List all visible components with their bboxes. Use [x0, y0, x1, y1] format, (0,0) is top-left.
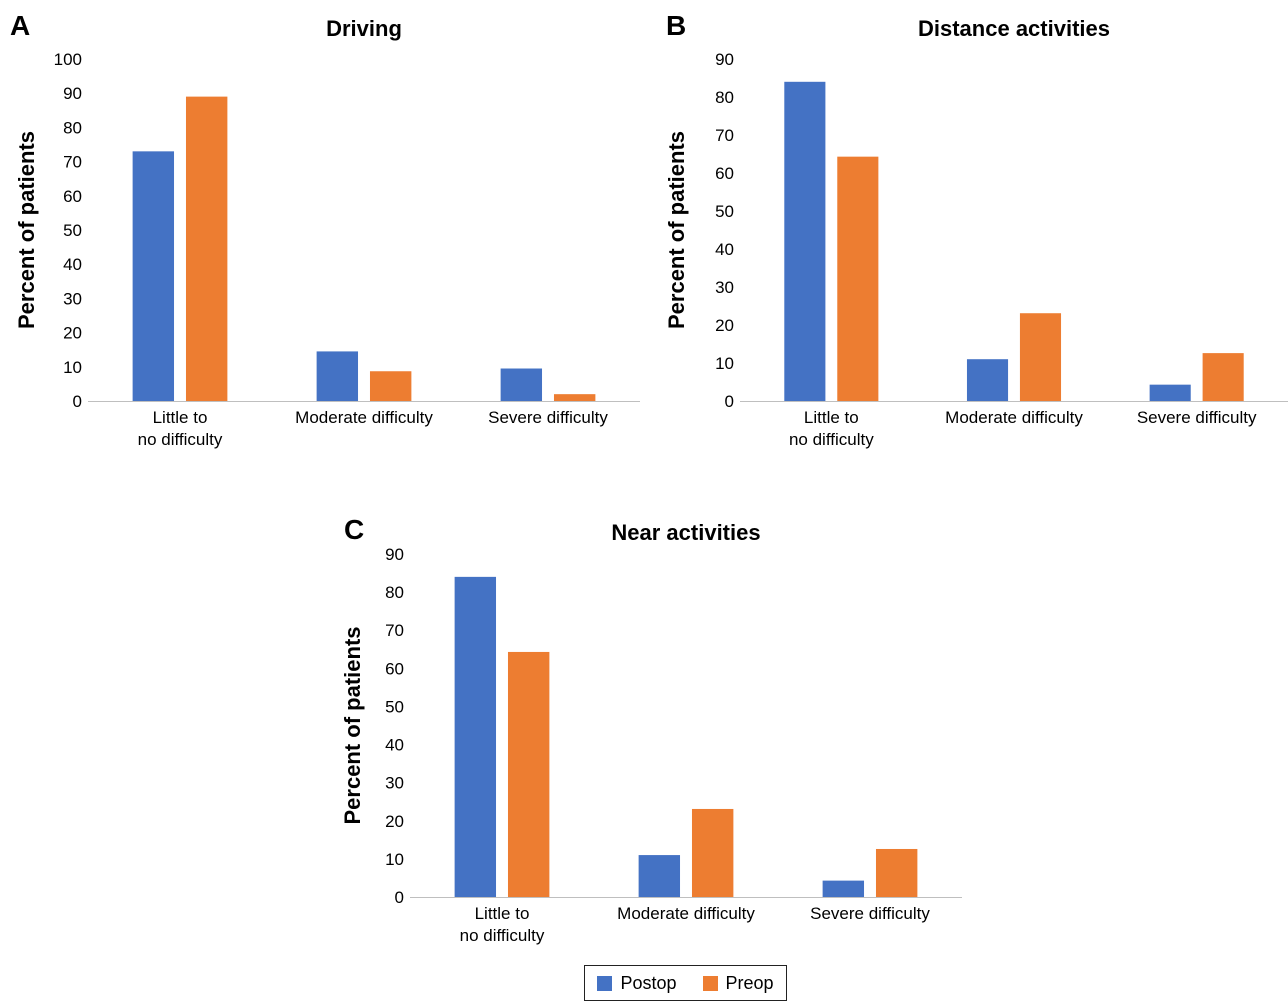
panel-letter: A	[10, 10, 31, 41]
bar-preop	[875, 848, 918, 897]
y-tick-label: 70	[715, 126, 734, 145]
bar-preop	[185, 96, 228, 402]
y-tick-label: 0	[73, 392, 82, 411]
panel-b: B Distance activities Percent of patients…	[650, 0, 1288, 470]
y-tick-label: 20	[63, 324, 82, 343]
y-tick-label: 50	[715, 202, 734, 221]
chart-title: Driving	[326, 16, 402, 41]
x-category-label: Little to	[804, 408, 859, 427]
legend-swatch-postop	[597, 975, 613, 991]
bar-postop	[784, 81, 826, 402]
panel-letter: B	[666, 10, 687, 41]
y-axis-label: Percent of patients	[664, 131, 689, 329]
y-tick-label: 10	[63, 358, 82, 377]
y-tick-label: 40	[715, 240, 734, 259]
bar-postop	[966, 359, 1009, 401]
y-tick-label: 60	[715, 164, 734, 183]
bar-postop	[822, 880, 865, 897]
panel-c: C Near activities Percent of patients 0 10 2…	[330, 500, 980, 960]
bar-postop	[316, 351, 359, 401]
y-axis-label: Percent of patients	[340, 626, 365, 824]
bar-preop	[507, 651, 550, 897]
chart-driving: Driving Percent of patients 0 10 20 30 40 50 60 7…	[14, 16, 640, 449]
y-axis-label: Percent of patients	[14, 131, 39, 329]
chart-near-activities: Near activities Percent of patients 0 10 20 3…	[340, 520, 962, 945]
legend-label: Preop	[725, 972, 774, 993]
x-category-label: no difficulty	[789, 430, 874, 449]
bar-postop	[500, 368, 543, 401]
y-tick-label: 60	[385, 659, 404, 678]
y-tick-label: 100	[54, 50, 82, 69]
y-tick-label: 40	[385, 736, 404, 755]
chart-distance-activities: Distance activities Percent of patients 0 1…	[664, 16, 1288, 449]
y-tick-label: 30	[63, 289, 82, 308]
y-tick-label: 80	[63, 118, 82, 137]
legend: Postop Preop	[584, 965, 787, 1001]
y-tick-label: 90	[715, 50, 734, 69]
chart-title: Distance activities	[918, 16, 1110, 41]
y-tick-label: 30	[385, 774, 404, 793]
y-tick-label: 20	[715, 316, 734, 335]
bar-preop	[1019, 313, 1062, 401]
x-category-label: Severe difficulty	[488, 408, 608, 427]
legend-item-preop: Preop	[702, 972, 774, 994]
x-category-label: no difficulty	[460, 926, 545, 945]
y-tick-label: 80	[385, 583, 404, 602]
y-tick-label: 30	[715, 278, 734, 297]
y-tick-label: 40	[63, 255, 82, 274]
x-category-label: Severe difficulty	[810, 904, 930, 923]
y-tick-label: 80	[715, 88, 734, 107]
y-tick-label: 90	[385, 545, 404, 564]
bar-postop	[132, 151, 175, 401]
x-category-label: Moderate difficulty	[617, 904, 755, 923]
panel-a: A Driving Percent of patients 0 10 20 30 40 50 6…	[0, 0, 650, 470]
y-tick-label: 10	[385, 850, 404, 869]
y-tick-label: 50	[63, 221, 82, 240]
x-category-label: Little to	[475, 904, 530, 923]
bar-preop	[837, 156, 879, 401]
legend-item-postop: Postop	[597, 972, 677, 994]
x-category-label: Severe difficulty	[1137, 408, 1257, 427]
bar-postop	[1149, 384, 1191, 401]
x-category-label: Moderate difficulty	[945, 408, 1083, 427]
chart-title: Near activities	[611, 520, 760, 545]
bar-postop	[638, 855, 681, 897]
legend-swatch-preop	[702, 975, 718, 991]
bar-preop	[691, 808, 734, 897]
bar-postop	[454, 576, 497, 897]
bar-preop	[1202, 353, 1244, 401]
x-category-label: no difficulty	[138, 430, 223, 449]
x-category-label: Little to	[153, 408, 208, 427]
y-tick-label: 90	[63, 84, 82, 103]
y-tick-label: 0	[725, 392, 734, 411]
y-tick-label: 10	[715, 354, 734, 373]
y-tick-label: 20	[385, 812, 404, 831]
y-tick-label: 70	[385, 621, 404, 640]
x-category-label: Moderate difficulty	[295, 408, 433, 427]
panel-letter: C	[344, 514, 365, 545]
legend-label: Postop	[620, 972, 677, 993]
bar-preop	[369, 371, 412, 401]
y-tick-label: 0	[395, 888, 404, 907]
y-tick-label: 70	[63, 153, 82, 172]
y-tick-label: 60	[63, 187, 82, 206]
y-tick-label: 50	[385, 697, 404, 716]
bar-preop	[553, 394, 596, 401]
